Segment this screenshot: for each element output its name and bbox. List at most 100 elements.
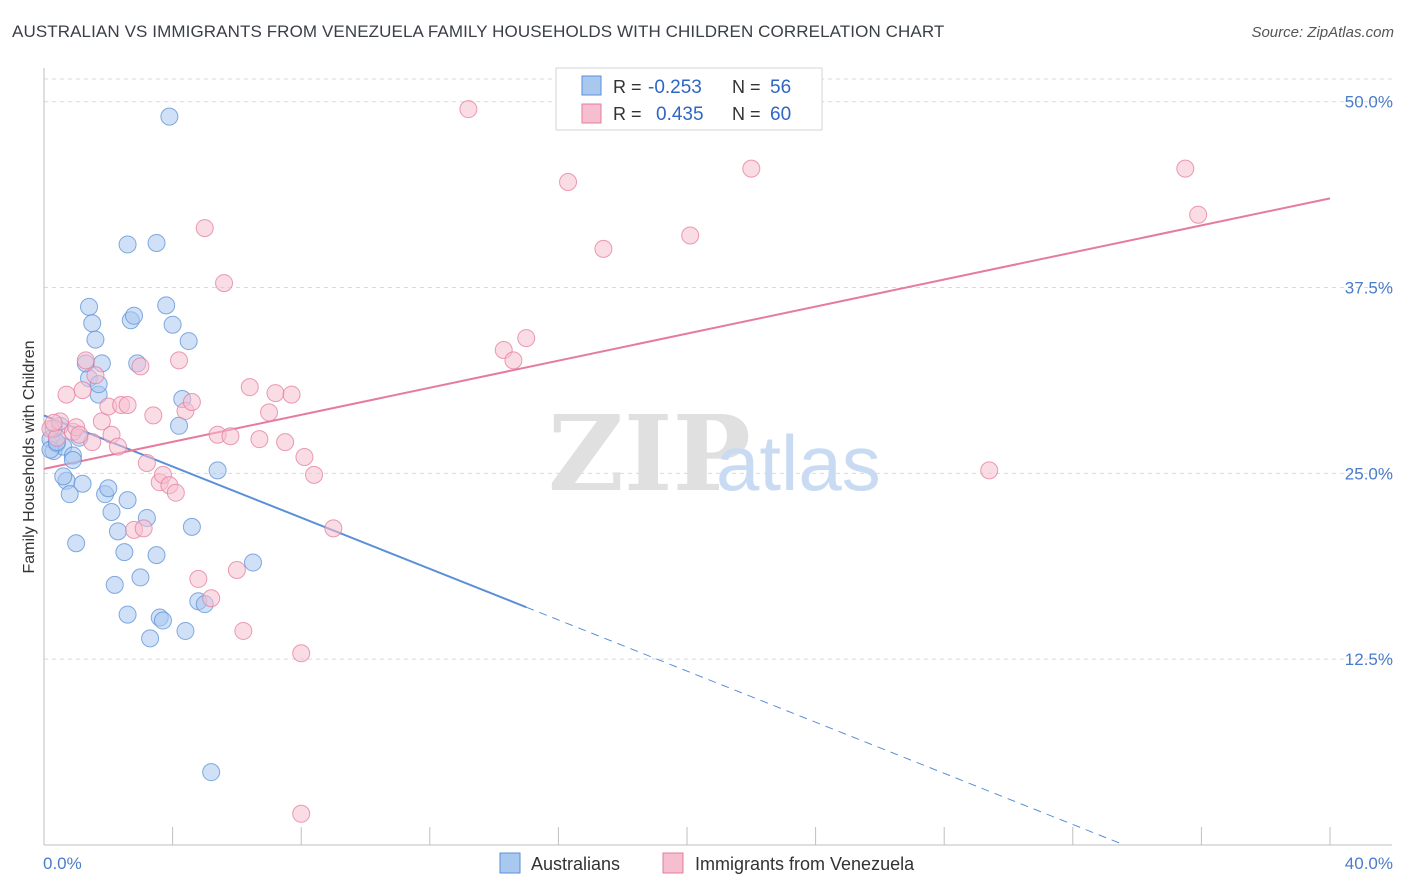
chart-title: AUSTRALIAN VS IMMIGRANTS FROM VENEZUELA … xyxy=(12,22,945,41)
point-s1-53 xyxy=(980,461,999,480)
y-tick-label-0: 12.5% xyxy=(1345,650,1393,669)
legend-n-label-1: N = xyxy=(732,104,761,124)
point-s1-34 xyxy=(234,621,253,640)
point-s1-44 xyxy=(324,519,343,538)
point-s0-20 xyxy=(99,479,118,498)
source-credit: Source: ZipAtlas.com xyxy=(1251,24,1394,41)
point-s1-57 xyxy=(44,413,63,432)
point-s1-49 xyxy=(559,173,578,192)
bottom-legend-swatch-australians xyxy=(499,852,521,874)
watermark-zip: ZIP xyxy=(548,392,751,515)
point-s0-26 xyxy=(118,605,137,624)
point-s0-28 xyxy=(125,306,144,325)
point-s1-24 xyxy=(170,351,189,370)
y-tick-label-2: 37.5% xyxy=(1345,279,1393,298)
point-s1-31 xyxy=(215,274,234,293)
point-s0-14 xyxy=(80,297,99,316)
bottom-legend: Australians Immigrants from Venezuela xyxy=(499,852,915,874)
point-s1-3 xyxy=(57,385,76,404)
point-s0-30 xyxy=(131,568,150,587)
point-s0-25 xyxy=(118,491,137,510)
point-s0-50 xyxy=(147,233,166,252)
x-tick-max: 40.0% xyxy=(1345,854,1393,873)
point-s1-7 xyxy=(76,351,95,370)
point-s0-33 xyxy=(147,546,166,565)
point-s0-7 xyxy=(60,485,79,504)
point-s0-46 xyxy=(202,763,221,782)
point-s0-47 xyxy=(208,461,227,480)
point-s1-59 xyxy=(134,519,153,538)
point-s1-42 xyxy=(295,448,314,467)
legend-r-label-0: R = xyxy=(613,77,642,97)
bottom-legend-swatch-venezuela xyxy=(662,852,684,874)
point-s1-37 xyxy=(260,403,279,422)
point-s1-41 xyxy=(292,644,311,663)
point-s0-36 xyxy=(157,296,176,315)
point-s1-9 xyxy=(86,366,105,385)
point-s1-1 xyxy=(47,428,66,447)
point-s0-43 xyxy=(182,517,201,536)
point-s0-35 xyxy=(153,611,172,630)
trend-line-extension-0 xyxy=(526,606,1122,845)
point-s1-35 xyxy=(240,378,259,397)
y-tick-label-3: 50.0% xyxy=(1345,93,1393,112)
point-s0-48 xyxy=(243,553,262,572)
legend-n-label-0: N = xyxy=(732,77,761,97)
point-s0-23 xyxy=(108,522,127,541)
x-tick-min: 0.0% xyxy=(43,854,82,873)
point-s0-15 xyxy=(83,314,102,333)
point-s1-45 xyxy=(459,100,478,119)
point-s1-39 xyxy=(276,433,295,452)
bottom-legend-label-australians: Australians xyxy=(531,854,620,874)
point-s0-10 xyxy=(73,474,92,493)
point-s0-11 xyxy=(67,534,86,553)
point-s1-29 xyxy=(202,589,221,608)
trend-line-1 xyxy=(43,197,1331,470)
point-s0-39 xyxy=(170,416,189,435)
data-points xyxy=(41,100,1208,823)
point-s1-50 xyxy=(594,239,613,258)
legend-swatch-venezuela xyxy=(581,103,602,124)
point-s1-52 xyxy=(742,159,761,178)
point-s1-40 xyxy=(282,385,301,404)
point-s0-55 xyxy=(63,450,82,469)
point-s0-38 xyxy=(163,315,182,334)
point-s1-36 xyxy=(250,430,269,449)
legend-n-value-0: 56 xyxy=(770,77,791,98)
legend-r-label-1: R = xyxy=(613,104,642,124)
point-s1-55 xyxy=(1189,205,1208,224)
point-s1-13 xyxy=(108,437,127,456)
y-axis-label: Family Households with Children xyxy=(21,341,38,574)
point-s1-38 xyxy=(266,384,285,403)
point-s1-56 xyxy=(292,804,311,823)
point-s0-52 xyxy=(54,467,73,486)
point-s1-19 xyxy=(144,406,163,425)
point-s0-24 xyxy=(115,543,134,562)
point-s0-32 xyxy=(141,629,160,648)
axes xyxy=(43,68,1392,846)
point-s1-27 xyxy=(189,569,208,588)
point-s1-48 xyxy=(517,329,536,348)
point-s1-51 xyxy=(681,226,700,245)
point-s0-42 xyxy=(179,332,198,351)
point-s1-10 xyxy=(92,412,111,431)
point-s1-47 xyxy=(504,351,523,370)
bottom-legend-label-venezuela: Immigrants from Venezuela xyxy=(695,854,915,874)
point-s1-58 xyxy=(70,425,89,444)
legend-swatch-australians xyxy=(581,75,602,96)
point-s1-28 xyxy=(195,219,214,238)
point-s0-16 xyxy=(86,330,105,349)
point-s1-54 xyxy=(1176,159,1195,178)
point-s1-23 xyxy=(166,483,185,502)
point-s1-32 xyxy=(221,427,240,446)
point-s1-43 xyxy=(305,465,324,484)
legend-box: R = -0.253 N = 56 R = 0.435 N = 60 xyxy=(555,67,823,131)
point-s1-26 xyxy=(182,393,201,412)
point-s0-22 xyxy=(105,575,124,594)
y-tick-label-1: 25.0% xyxy=(1345,464,1393,483)
point-s1-33 xyxy=(227,560,246,579)
point-s1-15 xyxy=(118,395,137,414)
point-s0-41 xyxy=(176,621,195,640)
y-tick-labels: 12.5% 25.0% 37.5% 50.0% xyxy=(1345,93,1393,669)
